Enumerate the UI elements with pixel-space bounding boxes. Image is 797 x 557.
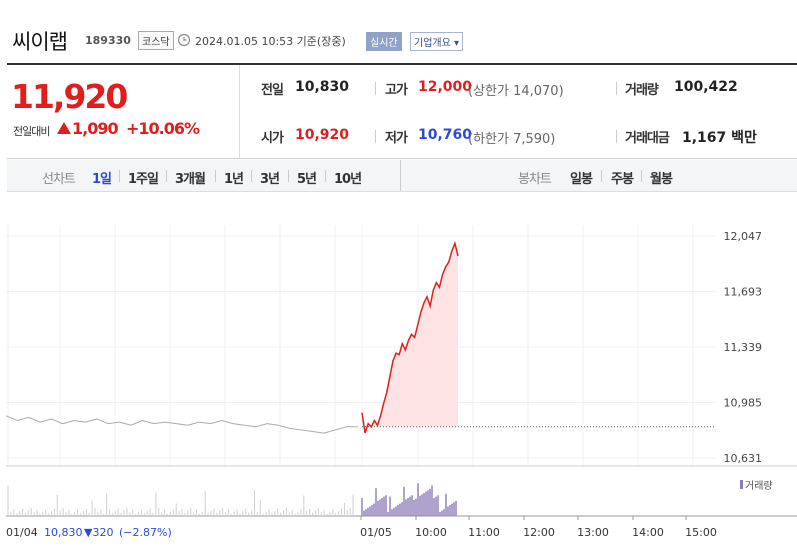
open-value: 10,920 — [295, 127, 350, 143]
divider — [616, 130, 617, 143]
volume-legend-label: 거래량 — [745, 480, 773, 492]
current-price: 11,920 — [11, 77, 128, 116]
clock-icon — [177, 33, 191, 47]
amount-value: 1,167 백만 — [682, 130, 757, 146]
prev-day-summary: 01/04 10,830 ▼320 (−2.87%) — [6, 526, 172, 539]
x-tick-label: 13:00 — [577, 526, 609, 539]
tab-5y[interactable]: 5년 — [297, 172, 317, 187]
lower-limit: (하한가 7,590) — [468, 132, 556, 147]
y-tick-label: 11,693 — [724, 286, 763, 299]
price-block: 11,920 전일대비 1,090 +10.06% — [7, 65, 240, 159]
x-tick-label: 11:00 — [468, 526, 500, 539]
prev-day-close: 10,830 — [44, 526, 83, 539]
candle-chart-label: 봉차트 — [518, 172, 552, 187]
today-line — [361, 240, 459, 434]
tab-1d[interactable]: 1일 — [92, 172, 112, 187]
x-tick-label: 12:00 — [523, 526, 555, 539]
stock-name: 씨이랩 — [12, 30, 68, 54]
open-label: 시가 — [261, 131, 284, 146]
tab-1w[interactable]: 1주일 — [128, 172, 159, 187]
y-tick-label: 12,047 — [724, 230, 763, 243]
y-tick-label: 10,985 — [724, 397, 763, 410]
prev-close-label: 전일 — [261, 83, 284, 98]
company-overview-button[interactable]: 기업개요 ▾ — [410, 32, 463, 51]
upper-limit: (상한가 14,070) — [468, 84, 564, 99]
high-label: 고가 — [385, 83, 408, 98]
tab-3m[interactable]: 3개월 — [175, 172, 206, 187]
change-label: 전일대비 — [13, 125, 50, 138]
low-label: 저가 — [385, 131, 408, 146]
divider — [251, 170, 252, 182]
line-chart-label: 선차트 — [42, 172, 76, 187]
timestamp: 2024.01.05 10:53 기준(장중) — [195, 35, 346, 48]
tab-1y[interactable]: 1년 — [224, 172, 244, 187]
divider — [166, 170, 167, 182]
stock-header: 씨이랩 189330 코스닥 2024.01.05 10:53 기준(장중) 실… — [0, 0, 797, 58]
prev-day-line — [5, 415, 358, 434]
x-tick-label: 01/05 — [360, 526, 392, 539]
divider — [325, 170, 326, 182]
tab-10y[interactable]: 10년 — [334, 172, 362, 187]
high-value: 12,000 — [418, 79, 473, 95]
prev-close-value: 10,830 — [295, 79, 350, 95]
x-tick-label: 14:00 — [632, 526, 664, 539]
divider — [215, 170, 216, 182]
tab-monthly[interactable]: 월봉 — [650, 172, 673, 187]
change-value: 1,090 — [72, 119, 119, 138]
prev-day-date: 01/04 — [6, 526, 38, 539]
y-tick-label: 10,631 — [724, 452, 763, 465]
x-tick-label: 10:00 — [415, 526, 447, 539]
divider — [288, 170, 289, 182]
market-badge: 코스닥 — [138, 31, 174, 50]
quote-panel: 11,920 전일대비 1,090 +10.06% 전일 10,830 고가 1… — [7, 63, 797, 159]
tab-daily[interactable]: 일봉 — [570, 172, 593, 187]
low-value: 10,760 — [418, 127, 473, 143]
today-series — [361, 240, 459, 434]
volume-value: 100,422 — [674, 79, 738, 95]
tab-weekly[interactable]: 주봉 — [611, 172, 634, 187]
prev-day-series — [5, 415, 358, 434]
divider — [601, 170, 602, 182]
divider — [375, 82, 376, 95]
volume-bars: 거래량 — [7, 480, 773, 516]
tab-3y[interactable]: 3년 — [260, 172, 280, 187]
change-percent: +10.06% — [126, 119, 200, 138]
x-axis: 01/05 10:00 11:00 12:00 13:00 14:00 15:00 — [360, 516, 717, 539]
stock-code: 189330 — [85, 34, 131, 47]
chart-tab-bar: 선차트 1일 1주일 3개월 1년 3년 5년 10년 봉차트 일봉 주봉 월봉 — [7, 160, 797, 192]
prev-day-change: ▼320 — [84, 526, 113, 539]
amount-label: 거래대금 — [625, 131, 670, 146]
x-tick-label: 15:00 — [685, 526, 717, 539]
y-axis: 12,047 11,693 11,339 10,985 10,631 — [724, 230, 763, 465]
y-tick-label: 11,339 — [724, 341, 763, 354]
prev-day-percent: (−2.87%) — [119, 526, 172, 539]
volume-label: 거래량 — [625, 83, 659, 98]
up-triangle-icon — [57, 122, 71, 134]
realtime-button[interactable]: 실시간 — [366, 32, 402, 51]
divider — [119, 170, 120, 182]
divider — [400, 160, 401, 191]
divider — [641, 170, 642, 182]
divider — [616, 82, 617, 95]
intraday-chart: 12,047 11,693 11,339 10,985 10,631 거래량 01/05… — [5, 225, 797, 539]
divider — [375, 130, 376, 143]
volume-legend-swatch — [740, 480, 743, 489]
